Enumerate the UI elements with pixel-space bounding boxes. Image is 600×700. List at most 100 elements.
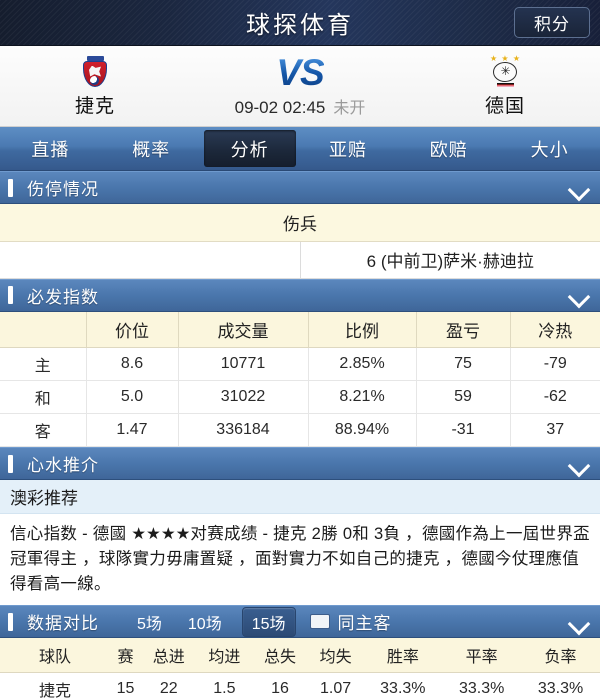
chevron-down-icon[interactable] <box>568 284 590 306</box>
injury-header-label: 伤兵 <box>0 204 600 242</box>
compare-cell-matches: 15 <box>110 672 141 700</box>
compare-cell-goals-for: 22 <box>140 672 197 700</box>
index-cell-ratio: 88.94% <box>308 413 417 447</box>
injury-home-cell <box>0 241 301 279</box>
section-title-index: 必发指数 <box>27 287 99 307</box>
match-datetime: 09-02 02:45 <box>234 98 326 117</box>
section-header-index[interactable]: 必发指数 <box>0 278 600 312</box>
compare-col-win-rate: 胜率 <box>363 638 443 673</box>
index-col-ratio: 比例 <box>308 311 417 348</box>
czech-fa-crest-icon <box>78 55 112 89</box>
section-title-compare: 数据对比 <box>27 614 99 633</box>
injury-table: 伤兵 6 (中前卫)萨米·赫迪拉 <box>0 204 600 279</box>
index-cell-price: 1.47 <box>86 413 179 447</box>
section-title-tips: 心水推介 <box>27 456 99 475</box>
table-row: 捷克 15 22 1.5 16 1.07 33.3% 33.3% 33.3% <box>0 672 600 700</box>
index-col-hotcold: 冷热 <box>510 311 600 348</box>
main-tabs: 直播 概率 分析 亚赔 欧赔 大小 <box>0 127 600 171</box>
section-accent-bar <box>8 454 13 473</box>
index-cell-price: 8.6 <box>86 347 179 381</box>
injury-table-header-row: 伤兵 <box>0 204 600 242</box>
section-header-compare[interactable]: 数据对比 5场 10场 15场 同主客 <box>0 605 600 638</box>
index-cell-ratio: 2.85% <box>308 347 417 381</box>
chevron-down-icon[interactable] <box>568 177 590 199</box>
match-status: 未开 <box>333 100 366 117</box>
compare-cell-win-rate: 33.3% <box>363 672 443 700</box>
index-table: 价位 成交量 比例 盈亏 冷热 主 8.6 10771 2.85% 75 -79… <box>0 311 600 447</box>
compare-col-loss-rate: 负率 <box>521 638 600 673</box>
section-title-injury: 伤停情况 <box>27 180 99 199</box>
tips-subheader: 澳彩推荐 <box>0 480 600 514</box>
index-col-volume: 成交量 <box>178 311 309 348</box>
compare-cell-avg-goals-against: 1.07 <box>307 672 364 700</box>
compare-cell-loss-rate: 33.3% <box>521 672 600 700</box>
section-header-injury[interactable]: 伤停情况 <box>0 171 600 204</box>
index-col-blank <box>0 311 87 348</box>
match-header: 捷克 VS 09-02 02:45 未开 ★ ★ ★ ✳ 德国 <box>0 46 600 127</box>
table-row: 和 5.0 31022 8.21% 59 -62 <box>0 380 600 414</box>
index-cell-volume: 10771 <box>178 347 309 381</box>
section-header-tips[interactable]: 心水推介 <box>0 447 600 480</box>
away-team[interactable]: ★ ★ ★ ✳ 德国 <box>410 54 600 118</box>
compare-header-row: 球队 赛 总进 均进 总失 均失 胜率 平率 负率 <box>0 638 600 673</box>
tips-body: 信心指数 - 德國 ★★★★对赛成绩 - 捷克 2勝 0和 3負 ，德國作為上一… <box>0 514 600 605</box>
table-row: 客 1.47 336184 88.94% -31 37 <box>0 413 600 447</box>
match-center: VS 09-02 02:45 未开 <box>190 54 410 118</box>
score-button[interactable]: 积分 <box>514 7 590 38</box>
range-button-15[interactable]: 15场 <box>241 606 296 637</box>
tab-live[interactable]: 直播 <box>31 139 70 160</box>
index-cell-volume: 31022 <box>178 380 309 414</box>
chevron-down-icon[interactable] <box>568 611 590 633</box>
same-venue-checkbox[interactable] <box>309 614 330 629</box>
compare-table: 球队 赛 总进 均进 总失 均失 胜率 平率 负率 捷克 15 22 1.5 1… <box>0 638 600 700</box>
index-header-row: 价位 成交量 比例 盈亏 冷热 <box>0 311 600 348</box>
same-venue-label: 同主客 <box>337 614 392 633</box>
tab-analysis[interactable]: 分析 <box>203 130 296 167</box>
compare-cell-goals-against: 16 <box>252 672 308 700</box>
tips-text-rest: 对赛成绩 - 捷克 2勝 0和 3負 ，德國作為上一屆世界盃冠軍得主 ，球隊實力… <box>10 525 590 593</box>
app-title: 球探体育 <box>246 13 354 39</box>
index-cell-profit: 75 <box>416 347 511 381</box>
confidence-stars-icon: ★★★★ <box>131 525 191 543</box>
index-cell-hotcold: -79 <box>510 347 600 381</box>
index-cell-ratio: 8.21% <box>308 380 417 414</box>
compare-cell-team: 捷克 <box>0 672 110 700</box>
chevron-down-icon[interactable] <box>568 453 590 475</box>
index-row-label: 和 <box>0 380 87 414</box>
germany-dfb-crest-icon: ★ ★ ★ ✳ <box>488 54 522 89</box>
compare-cell-avg-goals-for: 1.5 <box>196 672 253 700</box>
table-row: 6 (中前卫)萨米·赫迪拉 <box>0 241 600 279</box>
index-cell-volume: 336184 <box>178 413 309 447</box>
index-col-profit: 盈亏 <box>416 311 511 348</box>
app-bar: 球探体育 积分 <box>0 0 600 46</box>
table-row: 主 8.6 10771 2.85% 75 -79 <box>0 347 600 381</box>
tips-text-lead: 信心指数 - 德國 <box>10 525 132 543</box>
compare-cell-draw-rate: 33.3% <box>442 672 522 700</box>
tab-over-under[interactable]: 大小 <box>530 139 569 160</box>
index-cell-hotcold: -62 <box>510 380 600 414</box>
compare-col-goals-against: 总失 <box>252 638 308 673</box>
injury-away-cell: 6 (中前卫)萨米·赫迪拉 <box>300 241 600 279</box>
section-accent-bar <box>8 286 13 304</box>
home-team[interactable]: 捷克 <box>0 55 190 118</box>
match-time-row: 09-02 02:45 未开 <box>235 94 366 118</box>
compare-col-team: 球队 <box>0 638 110 673</box>
compare-col-draw-rate: 平率 <box>442 638 522 673</box>
range-button-5[interactable]: 5场 <box>137 615 162 633</box>
index-cell-profit: -31 <box>416 413 511 447</box>
tab-probability[interactable]: 概率 <box>132 139 171 160</box>
compare-col-avg-goals-for: 均进 <box>196 638 253 673</box>
compare-col-matches: 赛 <box>110 638 141 673</box>
compare-col-goals-for: 总进 <box>140 638 197 673</box>
index-cell-price: 5.0 <box>86 380 179 414</box>
tab-euro-odds[interactable]: 欧赔 <box>429 139 468 160</box>
vs-label: VS <box>276 52 324 93</box>
compare-col-avg-goals-against: 均失 <box>307 638 364 673</box>
home-team-name: 捷克 <box>74 95 115 117</box>
index-col-price: 价位 <box>86 311 179 348</box>
away-team-name: 德国 <box>484 95 525 117</box>
index-cell-profit: 59 <box>416 380 511 414</box>
range-button-10[interactable]: 10场 <box>187 615 222 633</box>
tab-asian-odds[interactable]: 亚赔 <box>328 139 367 160</box>
